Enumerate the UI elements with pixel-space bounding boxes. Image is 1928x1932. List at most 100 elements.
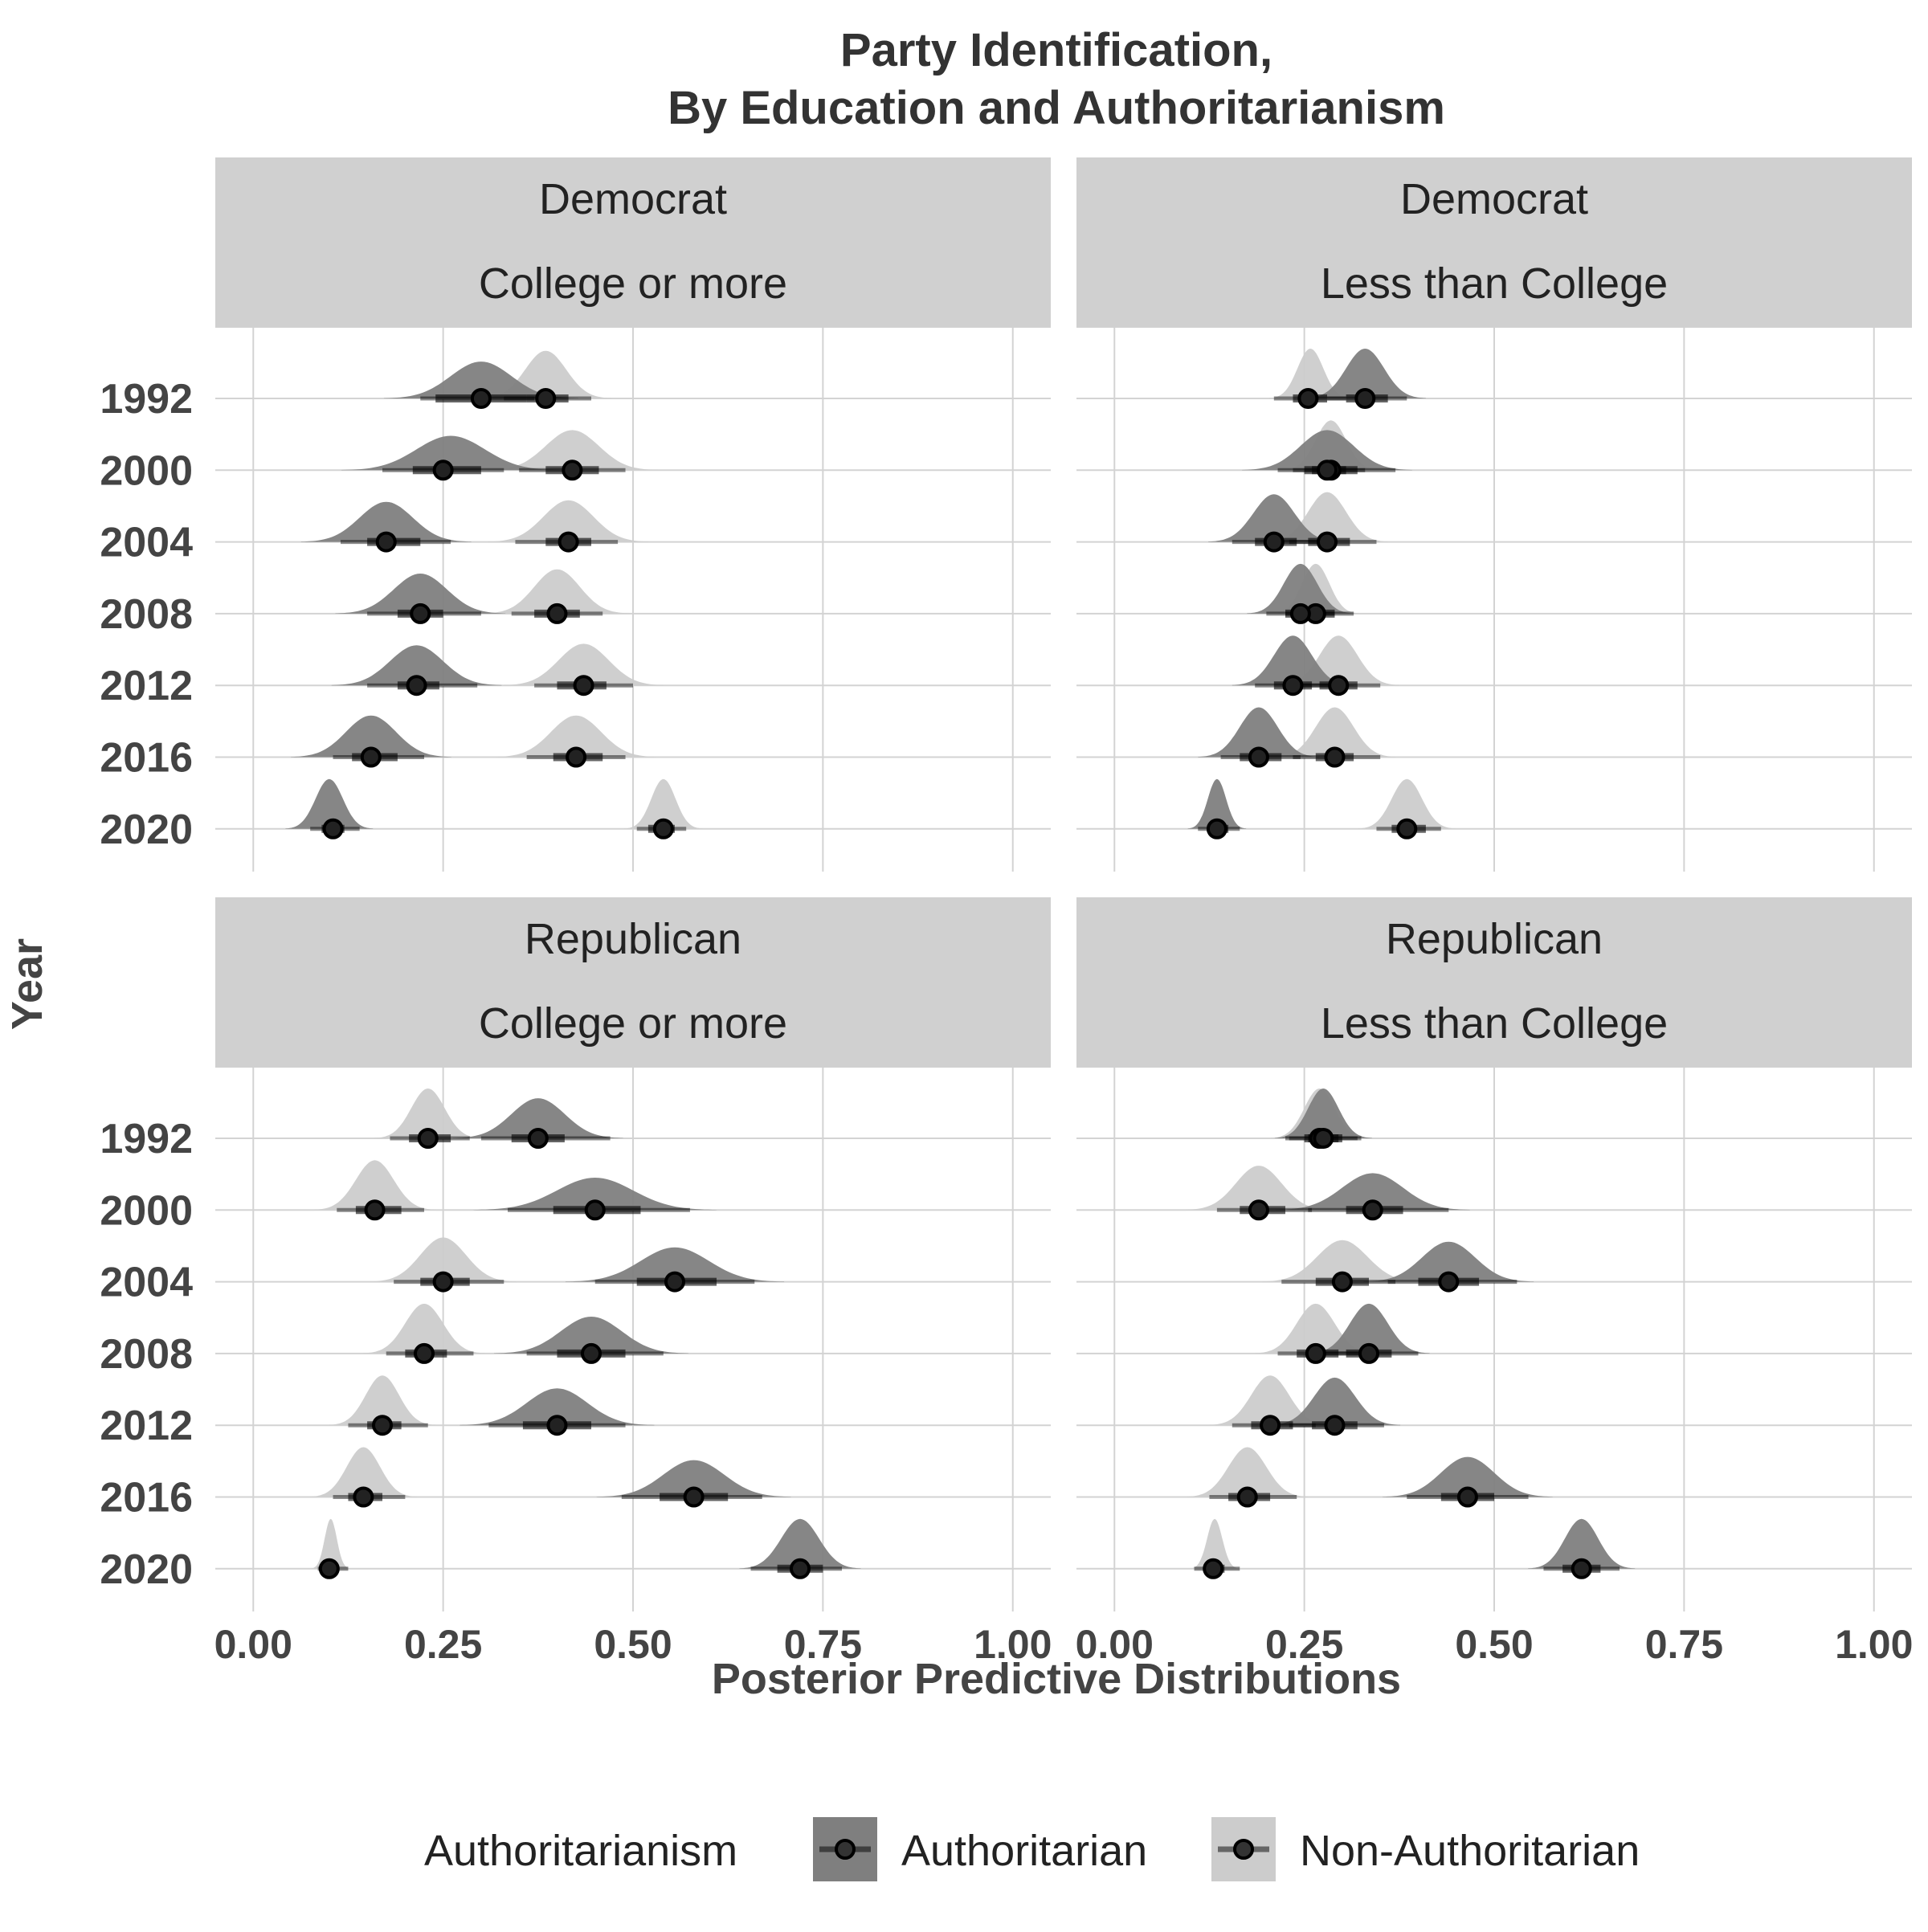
- density-non-2000: [313, 1160, 436, 1211]
- x-tick-label: 0.50: [594, 1622, 672, 1667]
- median-point-auth-1992: [1354, 388, 1376, 409]
- facet-strip-label-education: Less than College: [1321, 999, 1668, 1048]
- density-non-2016: [1273, 707, 1396, 758]
- legend-item-non: Non-Authoritarian: [1211, 1817, 1640, 1881]
- density-non-2012: [1209, 1375, 1331, 1426]
- density-non-2000: [487, 430, 658, 471]
- median-point-auth-1992: [1313, 1128, 1334, 1149]
- density-auth-2012: [1232, 635, 1354, 686]
- median-point-non-2004: [558, 531, 579, 553]
- median-point-non-1992: [535, 388, 557, 409]
- density-non-2016: [496, 715, 656, 758]
- density-auth-2008: [494, 1317, 688, 1354]
- median-point-non-2016: [1236, 1486, 1258, 1508]
- median-point-auth-2000: [1317, 460, 1338, 481]
- density-non-2020: [1358, 778, 1456, 829]
- y-tick-label: 2004: [100, 1260, 193, 1306]
- density-non-2008: [484, 569, 631, 614]
- median-point-auth-2012: [1324, 1415, 1346, 1436]
- y-tick-label: 2020: [100, 807, 193, 853]
- y-tick-label: 2016: [100, 1475, 193, 1522]
- density-auth-2016: [291, 715, 451, 758]
- median-point-auth-2008: [1358, 1342, 1379, 1364]
- density-non-1992: [374, 1089, 482, 1138]
- median-point-non-2020: [1396, 818, 1418, 839]
- median-point-non-2016: [566, 746, 587, 768]
- density-auth-2012: [460, 1388, 655, 1426]
- x-tick-label: 0.75: [1645, 1622, 1723, 1667]
- median-point-auth-2004: [664, 1271, 685, 1293]
- median-point-auth-2012: [546, 1415, 568, 1436]
- legend: Authoritarianism Authoritarian Non-Author…: [424, 1817, 1640, 1881]
- median-point-auth-2016: [1456, 1486, 1478, 1508]
- density-auth-2008: [1308, 1303, 1430, 1354]
- median-point-auth-2020: [322, 818, 344, 839]
- density-auth-2004: [1363, 1241, 1534, 1282]
- median-point-non-2012: [372, 1415, 393, 1436]
- median-point-auth-2020: [1571, 1558, 1592, 1579]
- median-point-auth-2000: [432, 460, 454, 481]
- density-auth-2000: [1242, 430, 1412, 471]
- x-tick-label: 0.75: [784, 1622, 862, 1667]
- facet-strip: [215, 897, 1051, 1068]
- density-non-2004: [488, 500, 649, 542]
- legend-items: Authoritarian Non-Authoritarian: [813, 1817, 1640, 1881]
- median-point-auth-2004: [1263, 531, 1285, 553]
- median-point-auth-2000: [1362, 1199, 1383, 1221]
- median-point-non-2008: [1305, 1342, 1326, 1364]
- facet-strip-label-party: Democrat: [1400, 175, 1588, 223]
- density-auth-1992: [452, 1098, 623, 1138]
- x-tick-label: 0.00: [214, 1622, 292, 1667]
- legend-label: Authoritarian: [901, 1827, 1147, 1875]
- density-auth-2000: [473, 1178, 717, 1211]
- facet-strip: [1076, 157, 1912, 328]
- x-tick-label: 1.00: [1835, 1622, 1913, 1667]
- density-non-2004: [370, 1237, 517, 1282]
- density-auth-2008: [335, 574, 506, 614]
- median-point-non-2008: [414, 1342, 435, 1364]
- facet-strip-label-education: College or more: [479, 999, 787, 1048]
- density-auth-2012: [331, 645, 502, 686]
- legend-label: Non-Authoritarian: [1300, 1827, 1640, 1875]
- median-point-auth-1992: [470, 388, 492, 409]
- density-auth-2008: [1247, 563, 1354, 614]
- median-point-auth-2004: [1438, 1271, 1460, 1293]
- median-point-auth-2016: [360, 746, 382, 768]
- median-point-auth-2004: [375, 531, 397, 553]
- median-point-auth-2016: [683, 1486, 705, 1508]
- median-point-non-2020: [652, 818, 674, 839]
- density-auth-2004: [1208, 494, 1340, 542]
- median-point-non-2012: [1260, 1415, 1281, 1436]
- median-point-non-2016: [1324, 746, 1346, 768]
- median-point-non-2012: [1328, 675, 1350, 696]
- density-non-2020: [624, 778, 703, 829]
- median-point-auth-2016: [1248, 746, 1269, 768]
- legend-point: [1233, 1839, 1254, 1860]
- density-non-2008: [363, 1303, 485, 1354]
- facet-panel-0: Democrat College or more 1992 2000 2004 2008 2…: [100, 157, 1051, 872]
- y-tick-label: 2016: [100, 735, 193, 782]
- x-tick-label: 0.50: [1455, 1622, 1533, 1667]
- facet-panel-1: Democrat Less than College: [1076, 157, 1912, 872]
- facet-strip: [215, 157, 1051, 328]
- density-non-2016: [1187, 1447, 1309, 1497]
- facet-strip-label-education: Less than College: [1321, 259, 1668, 308]
- median-point-auth-2008: [410, 602, 431, 624]
- median-point-auth-2012: [1282, 675, 1304, 696]
- density-non-1992: [1268, 349, 1352, 398]
- median-point-auth-2020: [1206, 818, 1227, 839]
- median-point-auth-2008: [581, 1342, 602, 1364]
- median-point-non-1992: [1297, 388, 1319, 409]
- x-tick-label: 0.25: [1265, 1622, 1343, 1667]
- density-non-2016: [309, 1447, 417, 1497]
- y-tick-label: 2012: [100, 663, 193, 709]
- median-point-auth-2008: [1289, 602, 1311, 624]
- x-tick-label: 0.00: [1076, 1622, 1154, 1667]
- density-auth-1992: [1274, 1089, 1372, 1138]
- facet-panel-3: Republican Less than College 0.00 0.25 0.50 0…: [1076, 897, 1913, 1667]
- median-point-non-2016: [353, 1486, 374, 1508]
- y-tick-label: 2020: [100, 1546, 193, 1593]
- density-non-2020: [311, 1518, 350, 1569]
- median-point-non-2020: [1203, 1558, 1224, 1579]
